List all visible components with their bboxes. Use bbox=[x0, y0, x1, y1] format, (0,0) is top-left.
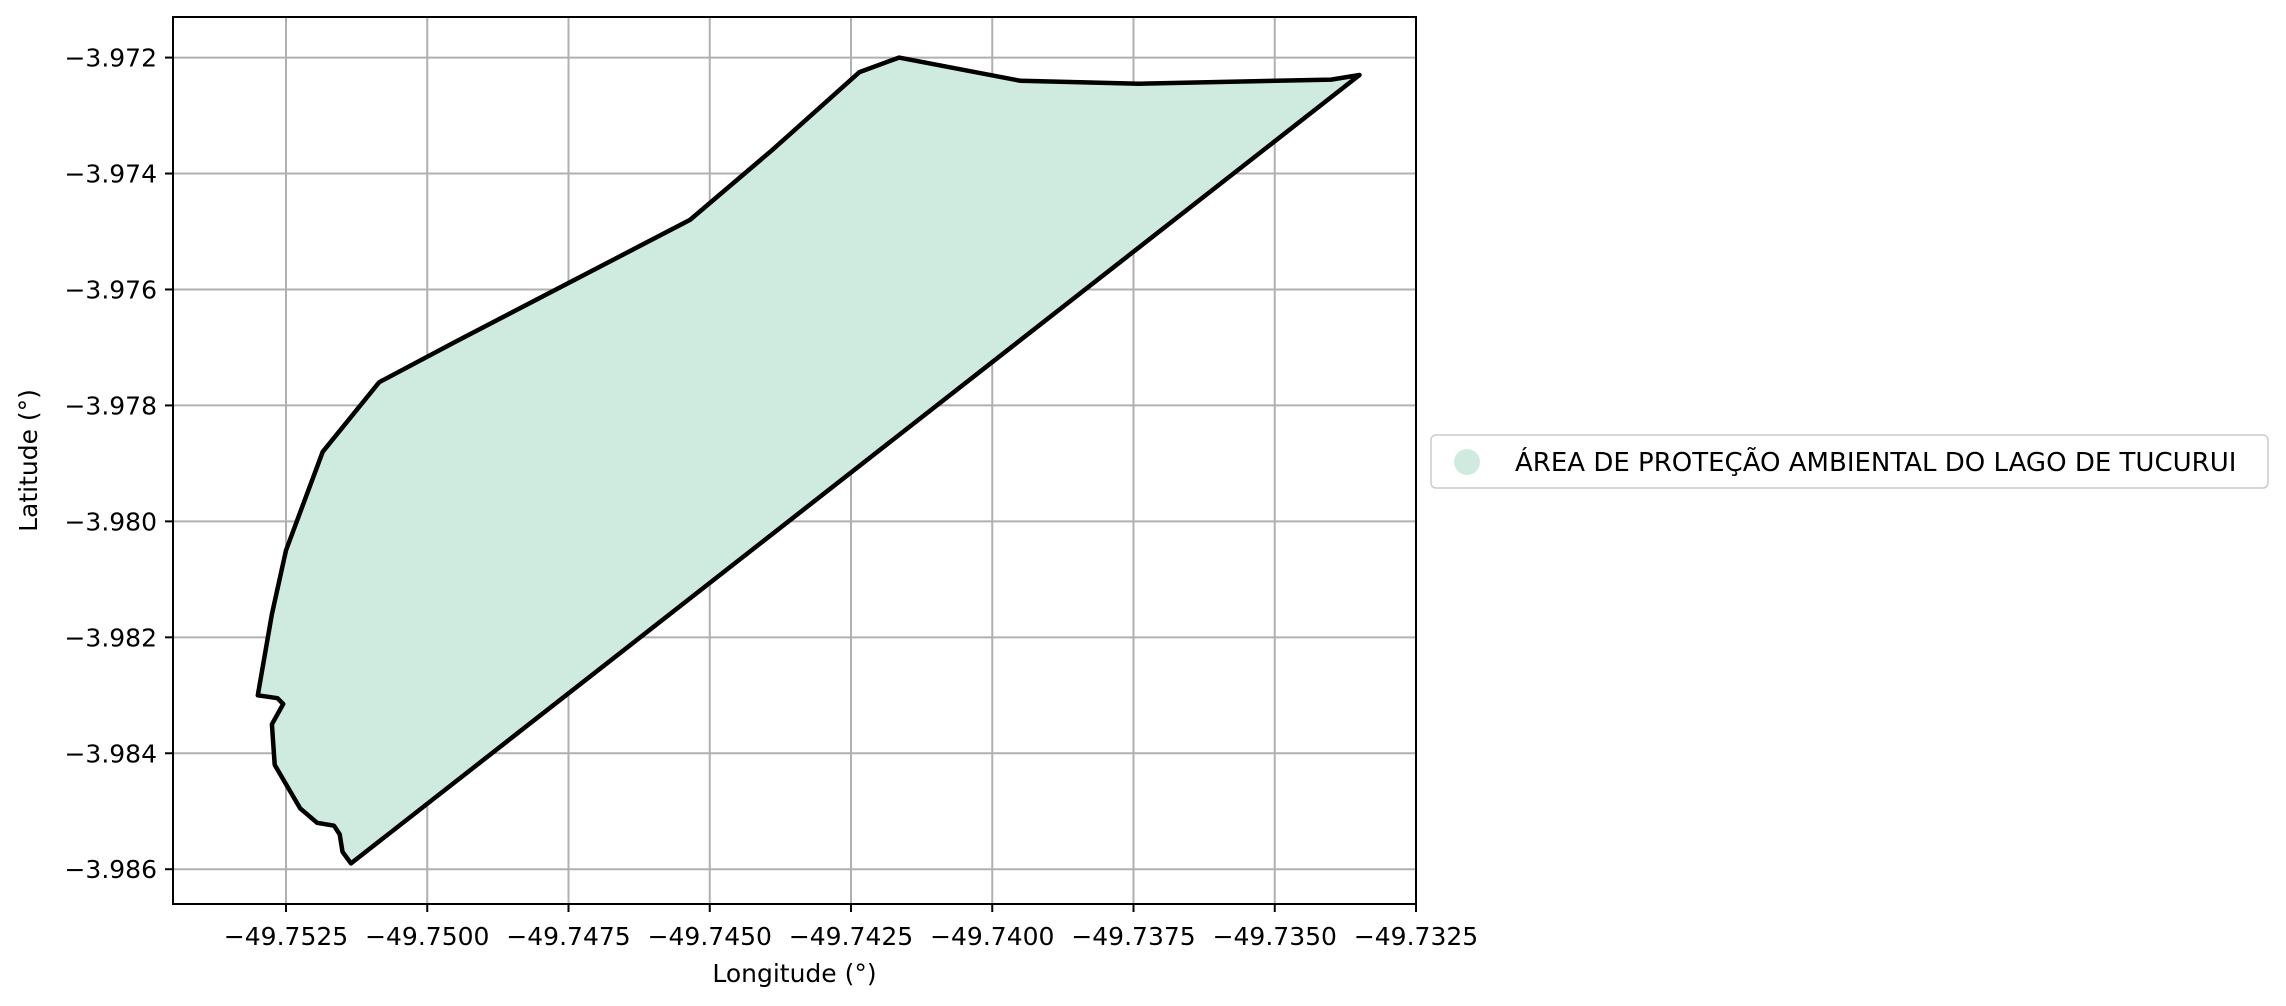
protected-area-polygon bbox=[255, 55, 1362, 866]
legend: ÁREA DE PROTEÇÃO AMBIENTAL DO LAGO DE TU… bbox=[1430, 434, 2269, 489]
y-tick-label: −3.986 bbox=[64, 855, 157, 884]
y-tick-label: −3.974 bbox=[64, 160, 157, 189]
legend-marker bbox=[1454, 449, 1480, 475]
y-tick-label: −3.978 bbox=[64, 391, 157, 420]
x-axis-label: Longitude (°) bbox=[712, 959, 876, 988]
protected-area-layer bbox=[255, 55, 1362, 866]
y-tick-label: −3.980 bbox=[64, 507, 157, 536]
x-tick-label: −49.7325 bbox=[1354, 922, 1478, 951]
x-tick-label: −49.7450 bbox=[648, 922, 772, 951]
legend-box bbox=[1430, 434, 2269, 489]
x-tick-label: −49.7425 bbox=[789, 922, 913, 951]
x-tick-label: −49.7375 bbox=[1071, 922, 1195, 951]
x-tick-label: −49.7350 bbox=[1213, 922, 1337, 951]
x-tick-label: −49.7400 bbox=[930, 922, 1054, 951]
legend-entry-label: ÁREA DE PROTEÇÃO AMBIENTAL DO LAGO DE TU… bbox=[1515, 446, 2236, 478]
plot-frame bbox=[172, 16, 1417, 905]
y-tick-label: −3.984 bbox=[64, 739, 157, 768]
y-tick-label: −3.972 bbox=[64, 44, 157, 73]
x-tick-label: −49.7525 bbox=[224, 922, 348, 951]
x-tick-label: −49.7500 bbox=[365, 922, 489, 951]
axis-ticks: −49.7525 −49.7500 −49.7475 −49.7450 −49.7425… bbox=[64, 44, 1478, 951]
x-tick-label: −49.7475 bbox=[506, 922, 630, 951]
y-axis-label: Latitude (°) bbox=[14, 389, 43, 532]
y-tick-label: −3.976 bbox=[64, 275, 157, 304]
y-tick-label: −3.982 bbox=[64, 623, 157, 652]
